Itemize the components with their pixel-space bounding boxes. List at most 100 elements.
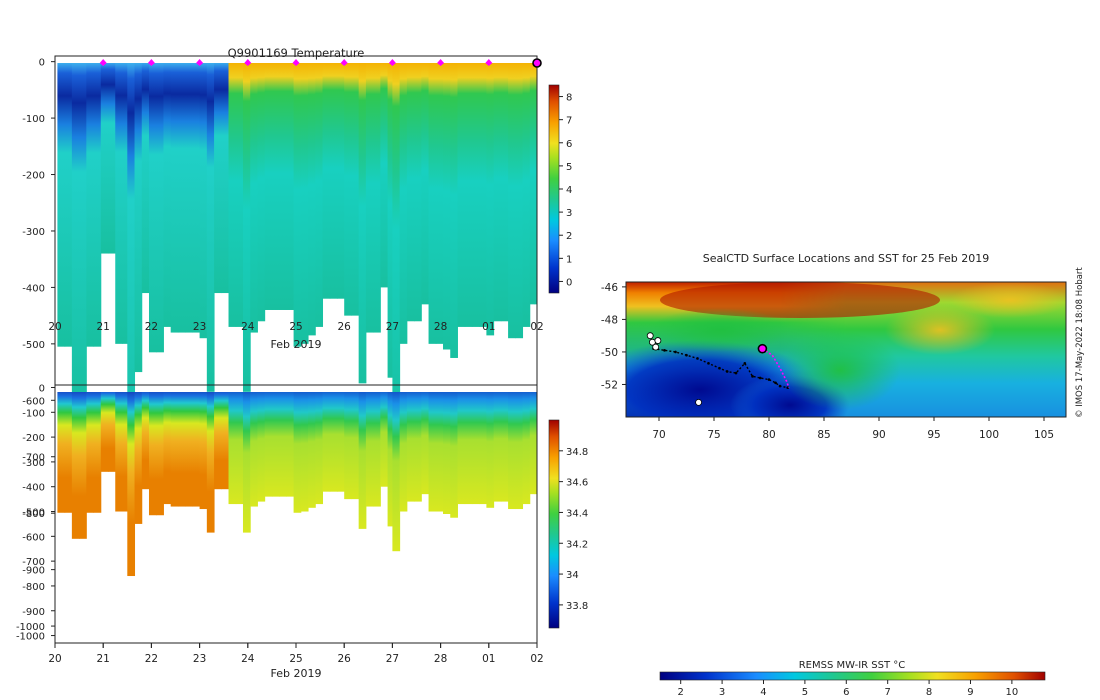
salinity-profile-column [127, 392, 136, 577]
y-tick-label: -100 [22, 408, 45, 419]
map-y-tick-label: -46 [601, 282, 618, 294]
x-tick-label: 28 [434, 653, 447, 665]
sst-colorbar-tick-label: 6 [843, 687, 849, 698]
temperature-profile-column [522, 63, 531, 327]
temperature-xlabel: Feb 2019 [271, 338, 322, 351]
temperature-profile-column [414, 63, 422, 322]
temperature-profile-column [122, 63, 128, 344]
x-tick-label: 20 [48, 653, 61, 665]
temperature-profile-column [156, 63, 164, 353]
salinity-profile-column [450, 392, 458, 518]
temperature-profile-column [380, 63, 389, 288]
sst-field [626, 282, 1066, 417]
temperature-profile-column [392, 63, 401, 435]
temperature-profile-column [515, 63, 524, 339]
x-tick-label: 02 [530, 653, 543, 665]
temperature-profile-column [192, 63, 201, 333]
temperature-profile-column [387, 63, 393, 378]
sst-colorbar [659, 671, 1046, 681]
sst-colorbar-tick-label: 5 [802, 687, 808, 698]
colorbar-tick-label: 1 [566, 254, 572, 265]
sst-colorbar-tick-label: 2 [678, 687, 684, 698]
y-tick-label: -900 [22, 566, 45, 577]
track-point [774, 381, 777, 385]
temperature-profile-column [271, 63, 280, 310]
island-marker [652, 343, 660, 351]
salinity-profile-column [344, 392, 352, 500]
temperature-profile-column [315, 63, 324, 327]
salinity-profile-column [235, 392, 244, 505]
temperature-profile-column [127, 63, 136, 491]
track-point [786, 386, 789, 390]
x-tick-label: 26 [338, 653, 352, 665]
temperature-profile-column [534, 63, 537, 305]
map-title: SealCTD Surface Locations and SST for 25… [703, 252, 990, 265]
salinity-profile-column [486, 392, 495, 508]
salinity-profile-column [115, 392, 123, 512]
temperature-profile-column [57, 63, 66, 347]
temperature-profile-column [344, 63, 352, 316]
salinity-x-axis: 20 21 22 23 24 25 26 27 28 01 02 [48, 643, 544, 665]
temperature-profile-column [199, 63, 208, 339]
temperature-profile-columns [57, 63, 537, 491]
temperature-profile-column [93, 63, 102, 347]
temperature-profile-column [322, 63, 331, 299]
x-tick-label: 24 [241, 653, 255, 665]
salinity-profile-column [421, 392, 430, 495]
temperature-profile-column [471, 63, 480, 327]
x-tick-label: 02 [530, 321, 543, 333]
y-tick-label: -800 [22, 509, 45, 520]
x-tick-label: 20 [48, 321, 61, 333]
salinity-profile-column [443, 392, 451, 514]
temperature-x-axis: 20 21 22 23 24 25 26 27 28 01 02 [48, 321, 544, 648]
colorbar-tick-label: 34.8 [566, 447, 588, 458]
x-tick-label: 28 [434, 321, 447, 333]
temperature-profile-column [435, 63, 444, 344]
salinity-profile-column [471, 392, 480, 505]
y-tick-label: -200 [22, 433, 45, 444]
salinity-profile-column [315, 392, 324, 505]
colorbar-tick-label: 2 [566, 231, 572, 242]
salinity-profile-column [522, 392, 531, 505]
salinity-profile-column [387, 392, 393, 527]
temperature-title: Q9901169 Temperature [228, 46, 365, 60]
y-tick-label: -100 [22, 114, 45, 125]
colorbar-tick-label: 3 [566, 208, 572, 219]
salinity-y-axis: 0 -100 -200 -300 -400 -500 -600 -700 -800 -900 -10… [16, 383, 55, 643]
salinity-profile-column [122, 392, 128, 512]
x-tick-label: 24 [241, 321, 255, 333]
salinity-profile-column [534, 392, 537, 495]
y-tick-label: -300 [22, 227, 45, 238]
temperature-profile-column [221, 63, 230, 294]
profile-marker [292, 59, 300, 66]
salinity-panel: 0 -100 -200 -300 -400 -500 -600 -700 -800 -900 -10… [16, 383, 588, 680]
salinity-profile-column [199, 392, 208, 510]
salinity-profile-column [493, 392, 502, 502]
temperature-profile-column [242, 63, 251, 392]
x-tick-label: 25 [289, 321, 302, 333]
temperature-profile-column [358, 63, 367, 384]
temperature-profile-column [365, 63, 374, 333]
sst-colorbar-tick-label: 4 [760, 687, 766, 698]
track-point [685, 353, 688, 357]
temperature-profile-column [206, 63, 215, 392]
salinity-profile-column [93, 392, 102, 513]
colorbar-tick-label: 34.2 [566, 539, 588, 550]
salinity-profile-column [156, 392, 164, 516]
salinity-profile-column [257, 392, 266, 502]
temperature-profile-column [279, 63, 287, 310]
temperature-colorbar [548, 84, 560, 294]
temperature-profile-column [351, 63, 360, 316]
temperature-colorbar-ticks: 8 7 6 5 4 3 2 1 0 [559, 93, 572, 288]
y-tick-label: -1000 [16, 622, 45, 633]
salinity-profile-column [141, 392, 150, 490]
salinity-profile-column [163, 392, 172, 505]
track-point [734, 371, 738, 375]
y-tick-label: -600 [22, 532, 45, 543]
salinity-profile-column [221, 392, 230, 490]
temperature-profile-column [134, 63, 143, 373]
salinity-profile-column [134, 392, 143, 524]
temperature-profile-column [100, 63, 109, 254]
profile-marker [99, 59, 107, 66]
track-point [663, 349, 666, 352]
